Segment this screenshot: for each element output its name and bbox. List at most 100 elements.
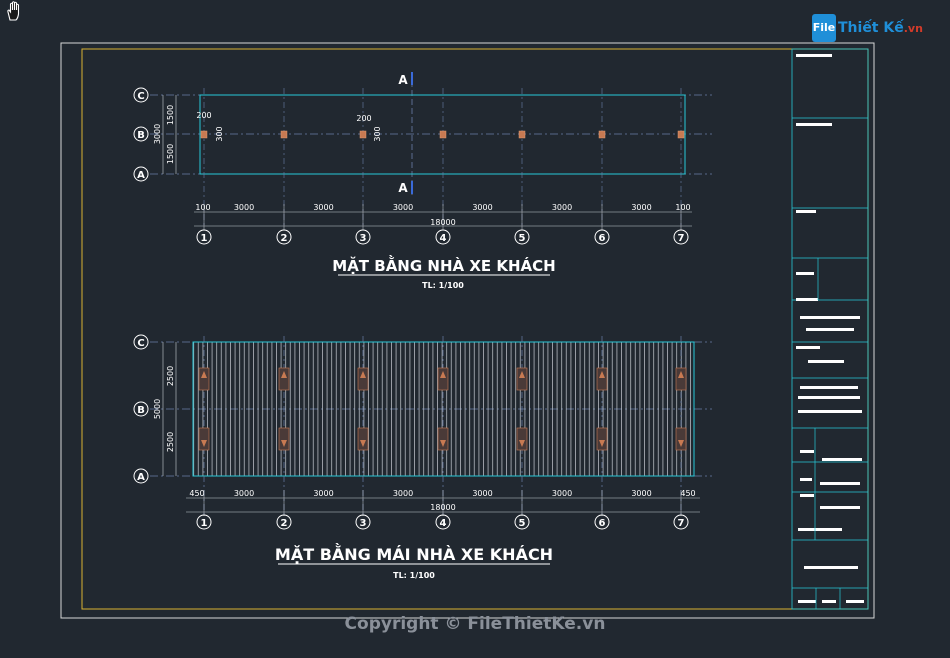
dim-bay: 3000 [552,203,572,212]
slope-arrow-head [360,440,366,447]
dim-offset-right: 100 [675,203,690,212]
column-group [200,88,685,228]
structural-column [439,130,447,139]
slope-arrow-head [519,440,525,447]
plan-title: MẶT BẰNG NHÀ XE KHÁCH [332,254,555,275]
column-height-label-2: 300 [373,126,382,141]
title-block-text-placeholder [822,458,862,461]
axis-label: 1 [201,233,208,244]
title-block-text-placeholder [798,600,816,603]
slope-arrow-up [357,367,369,391]
axis-bubble [594,229,610,245]
axis-bubble [133,166,149,182]
roof-dim-vertical-total: 5000 [153,399,162,419]
title-block-text-placeholder [798,528,842,531]
title-block-text-placeholder [800,494,814,497]
slope-arrow-down [596,427,608,451]
title-block-text-placeholder [820,482,860,485]
title-block-text-placeholder [800,386,858,389]
roof-column-axis-bubbles: 1 2 3 4 5 6 7 [196,514,689,530]
title-block [791,48,869,610]
axis-label: C [137,91,144,102]
slope-arrow-head [519,371,525,378]
title-block-rows [792,54,868,609]
roof-dim-total: 18000 [430,503,455,512]
axis-bubble [196,229,212,245]
title-block-text-placeholder [800,450,814,453]
column-width-label-1: 200 [196,111,211,120]
axis-bubble [355,229,371,245]
roof-axis-lines [203,336,682,514]
structural-column [598,130,606,139]
column-width-label-2: 200 [356,114,371,123]
slope-arrow-head [678,440,684,447]
structural-column [359,130,367,139]
axis-label: C [137,338,144,349]
roof-sheeting [192,341,695,477]
column-axis-bubbles: 1 2 3 4 5 6 7 [196,229,689,245]
slope-arrow-head [281,440,287,447]
structural-column [200,130,208,139]
section-label-bottom: A [398,181,408,195]
title-block-text-placeholder [822,600,836,603]
section-label-top: A [398,73,408,87]
bay-dimension-group: 3000 3000 3000 3000 3000 3000 [203,203,682,230]
title-block-text-placeholder [798,410,862,413]
dim-total: 18000 [430,218,455,227]
axis-bubble [355,514,371,530]
roof-dim-offset-right: 450 [680,489,695,498]
slope-arrow-up [278,367,290,391]
axis-label: 5 [519,233,526,244]
dim-vertical-1: 1500 [166,105,175,125]
copyright-watermark: Copyright © FileThietKe.vn [344,614,606,634]
logo-text: Thiết Kế.vn [838,20,923,36]
axis-bubble [673,514,689,530]
slope-arrow-head [599,371,605,378]
dim-bay: 3000 [552,489,572,498]
slope-arrow-head [281,371,287,378]
roof-dim-vertical-2: 2500 [166,432,175,452]
site-logo: File Thiết Kế.vn [812,14,923,42]
axis-bubble [276,514,292,530]
roof-plan-title: MẶT BẰNG MÁI NHÀ XE KHÁCH [275,543,553,564]
slope-arrow-down [278,427,290,451]
dim-bay: 3000 [313,489,333,498]
slope-arrow-down [675,427,687,451]
dim-bay: 3000 [631,203,651,212]
title-block-text-placeholder [806,328,854,331]
row-axis-bubbles: C B A [133,87,149,182]
axis-label: 2 [281,518,288,529]
axis-label: 4 [440,233,447,244]
title-block-text-placeholder [846,600,864,603]
dim-bay: 3000 [234,203,254,212]
dim-bay: 3000 [393,489,413,498]
axis-bubble [514,229,530,245]
title-block-text-placeholder [796,123,832,126]
title-block-text-placeholder [804,566,858,569]
title-block-text-placeholder [798,396,860,399]
slope-arrow-head [440,371,446,378]
slope-arrow-up [437,367,449,391]
title-block-text-placeholder [800,316,860,319]
axis-bubble [514,514,530,530]
slope-arrow-up [198,367,210,391]
axis-bubble [435,229,451,245]
logo-name: Thiết Kế [838,20,904,36]
hand-pan-icon [7,1,20,21]
logo-tld: .vn [903,22,923,35]
slope-arrow-head [599,440,605,447]
axis-label: 2 [281,233,288,244]
title-block-text-placeholder [796,54,832,57]
slope-arrow-up [516,367,528,391]
roof-dim-offset-left: 450 [189,489,204,498]
axis-label: 7 [678,233,685,244]
axis-label: B [137,405,145,416]
axis-bubble [133,401,149,417]
slope-arrow-up [596,367,608,391]
axis-bubble [196,514,212,530]
plan-scale: TL: 1/100 [422,281,464,290]
axis-label: 6 [599,518,606,529]
slope-arrow-head [440,440,446,447]
sheet-outer-border [60,42,875,619]
